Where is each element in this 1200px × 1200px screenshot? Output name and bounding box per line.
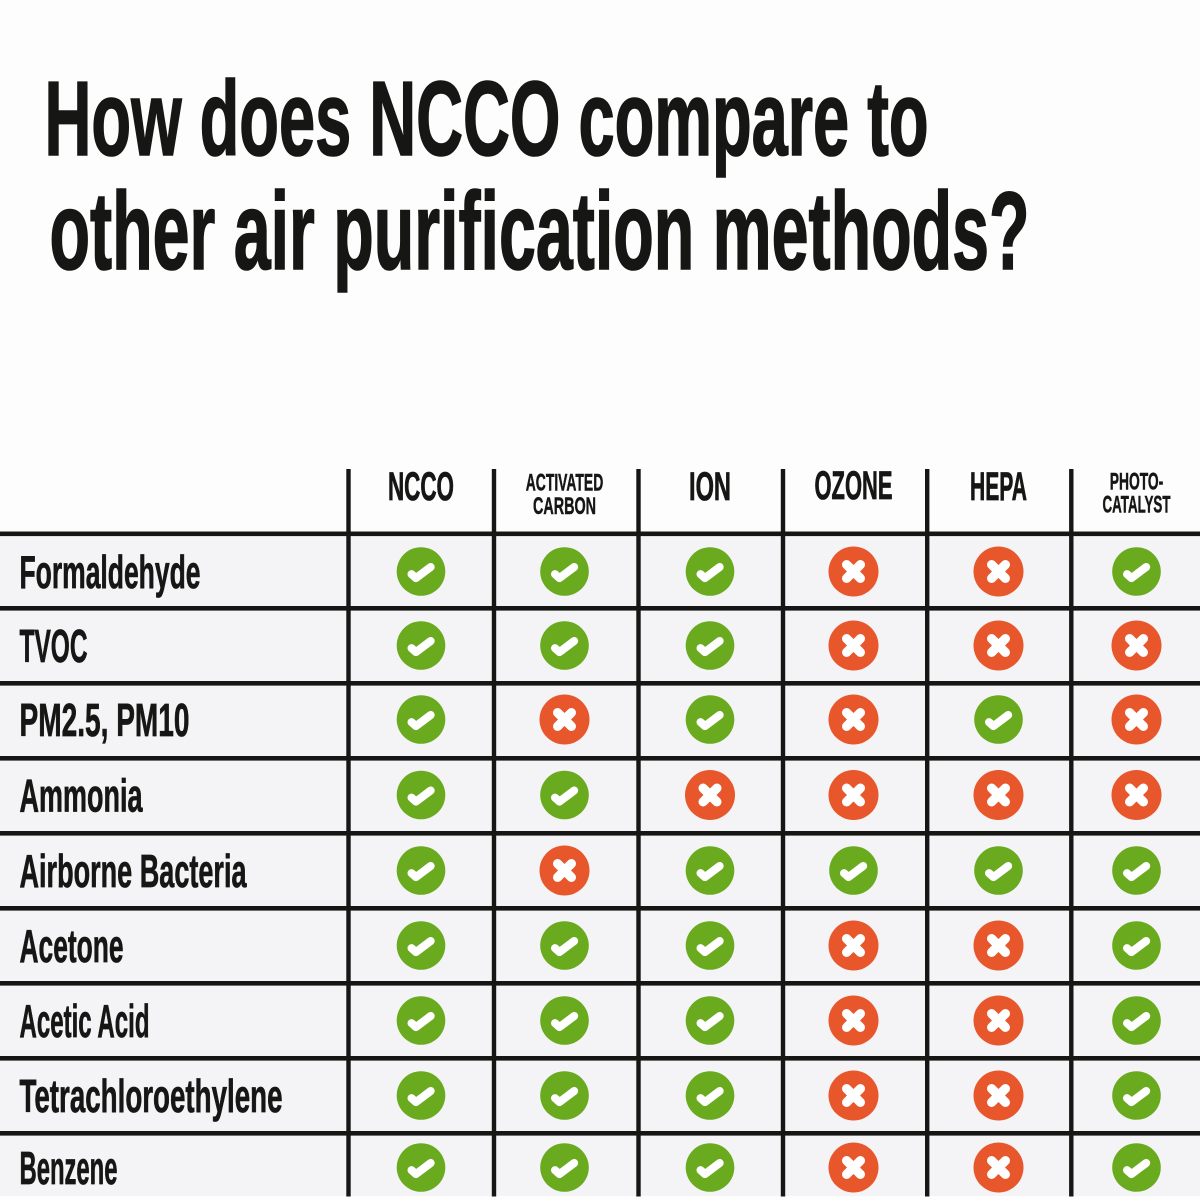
svg-text:HEPA: HEPA (970, 465, 1027, 509)
svg-text:How does NCCO compare to: How does NCCO compare to (45, 60, 929, 178)
svg-text:Formaldehyde: Formaldehyde (20, 546, 201, 598)
svg-text:Acetic Acid: Acetic Acid (20, 995, 150, 1047)
svg-text:TVOC: TVOC (20, 620, 88, 672)
svg-text:Tetrachloroethylene: Tetrachloroethylene (20, 1070, 283, 1122)
svg-text:ACTIVATED: ACTIVATED (526, 470, 604, 497)
svg-text:NCCO: NCCO (388, 465, 454, 509)
svg-text:PHOTO-: PHOTO- (1110, 469, 1164, 496)
svg-text:Benzene: Benzene (20, 1142, 118, 1194)
svg-text:ION: ION (689, 465, 731, 509)
svg-text:CATALYST: CATALYST (1103, 492, 1171, 519)
svg-text:PM2.5, PM10: PM2.5, PM10 (20, 694, 190, 746)
svg-text:Acetone: Acetone (20, 920, 124, 972)
svg-text:CARBON: CARBON (533, 493, 596, 520)
svg-text:Ammonia: Ammonia (20, 770, 143, 822)
svg-text:OZONE: OZONE (815, 464, 893, 508)
svg-text:other air purification methods: other air purification methods? (50, 170, 1030, 293)
svg-text:Airborne Bacteria: Airborne Bacteria (20, 845, 247, 897)
